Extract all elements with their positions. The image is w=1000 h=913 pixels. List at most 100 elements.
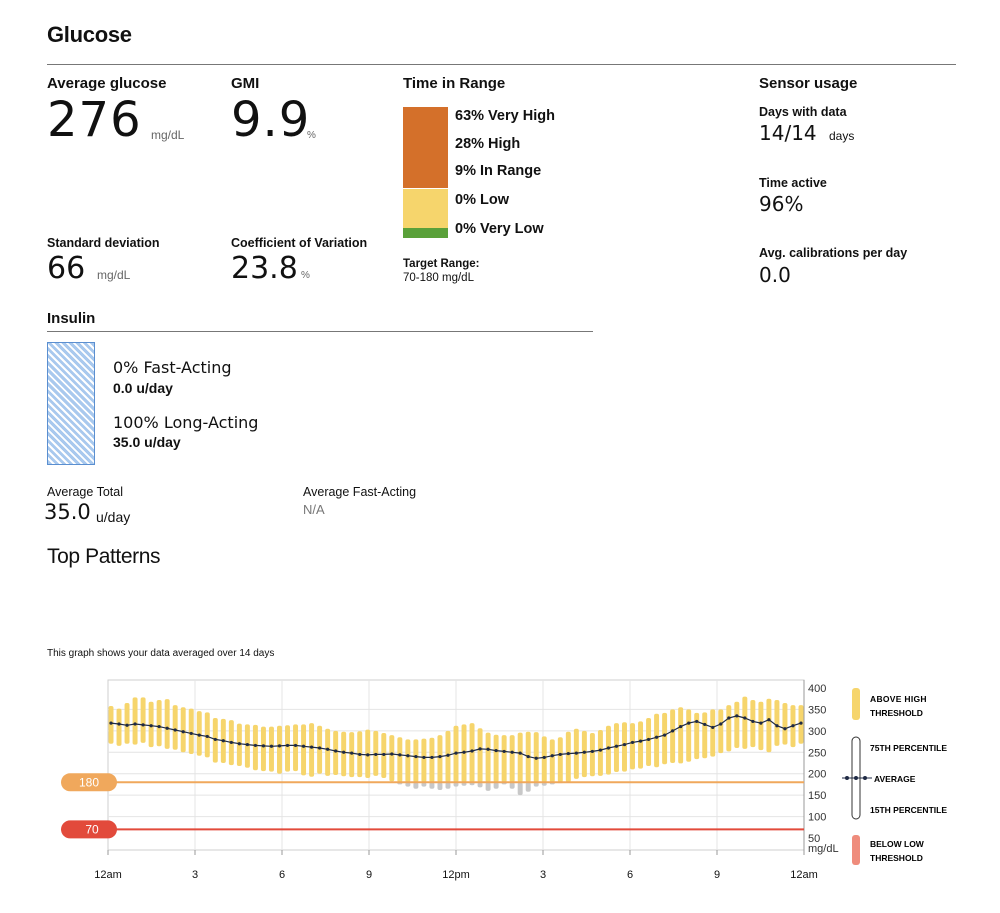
percentile-bar-below-range bbox=[493, 782, 499, 789]
average-point bbox=[253, 743, 258, 748]
average-point bbox=[462, 750, 466, 754]
average-point bbox=[301, 744, 306, 748]
cv-value: 23.8 bbox=[231, 251, 298, 286]
percentile-bar bbox=[180, 707, 186, 753]
percentile-bar bbox=[750, 700, 756, 748]
average-point bbox=[679, 724, 683, 729]
average-point bbox=[663, 733, 667, 737]
percentile-bar bbox=[301, 724, 307, 776]
avg-fast-value: N/A bbox=[303, 502, 325, 517]
average-point bbox=[269, 744, 274, 748]
average-point bbox=[606, 746, 611, 750]
low-threshold-label: 70 bbox=[85, 822, 99, 836]
percentile-bar bbox=[325, 728, 331, 776]
average-point bbox=[277, 744, 282, 748]
average-point bbox=[671, 729, 675, 733]
average-point bbox=[558, 752, 562, 757]
percentile-bar bbox=[285, 725, 290, 772]
average-point bbox=[430, 755, 434, 760]
average-point bbox=[646, 737, 651, 742]
average-point bbox=[149, 724, 153, 728]
average-point bbox=[173, 728, 177, 732]
x-tick-label: 3 bbox=[192, 869, 198, 881]
percentile-bar bbox=[782, 703, 788, 745]
percentile-bar bbox=[758, 701, 764, 751]
high-threshold-pill bbox=[61, 773, 117, 792]
percentile-bar-below-range bbox=[485, 782, 491, 791]
insulin-divider bbox=[47, 331, 593, 332]
average-point bbox=[165, 726, 169, 730]
percentile-bar-below-range bbox=[413, 782, 419, 789]
percentile-bar bbox=[477, 728, 483, 783]
tir-bar-low-segment bbox=[403, 228, 448, 238]
sd-value: 66 bbox=[47, 251, 86, 286]
percentile-bar bbox=[726, 705, 732, 752]
percentile-bar bbox=[309, 723, 315, 777]
legend-75th-label: 75TH PERCENTILE bbox=[870, 743, 947, 753]
percentile-bar bbox=[429, 737, 435, 783]
average-point bbox=[582, 750, 586, 754]
percentile-bar bbox=[557, 737, 563, 783]
average-point bbox=[438, 754, 442, 759]
average-point bbox=[687, 721, 691, 725]
percentile-bar-below-range bbox=[453, 782, 459, 787]
percentile-bar-below-range bbox=[437, 782, 443, 790]
average-point bbox=[791, 724, 795, 728]
percentile-bar-below-range bbox=[509, 782, 515, 789]
average-point bbox=[711, 725, 715, 730]
page-title: Glucose bbox=[47, 22, 132, 47]
percentile-bar-below-range bbox=[533, 782, 539, 787]
average-point bbox=[125, 723, 129, 727]
avg-glucose-unit: mg/dL bbox=[151, 128, 185, 142]
average-point bbox=[638, 739, 643, 743]
average-point bbox=[526, 754, 530, 759]
tir-very-low: 0% Very Low bbox=[455, 221, 544, 237]
average-point bbox=[799, 721, 803, 725]
percentile-bar-below-range bbox=[429, 782, 435, 789]
average-point bbox=[414, 754, 418, 759]
percentile-bar bbox=[589, 733, 595, 777]
tir-title: Time in Range bbox=[403, 75, 506, 92]
percentile-bar bbox=[485, 732, 491, 783]
percentile-bar bbox=[333, 730, 339, 775]
x-tick-label: 12am bbox=[790, 869, 818, 881]
avg-glucose-value: 276 bbox=[47, 92, 142, 148]
avg-total-unit: u/day bbox=[96, 509, 131, 525]
percentile-bar bbox=[622, 722, 627, 772]
tir-high: 28% High bbox=[455, 136, 521, 152]
y-tick-label: 400 bbox=[808, 683, 826, 695]
legend-average-dot bbox=[854, 776, 858, 780]
x-tick-label: 12am bbox=[94, 869, 122, 881]
time-active-label: Time active bbox=[759, 176, 827, 190]
percentile-bar bbox=[646, 718, 652, 766]
percentile-bar bbox=[565, 731, 571, 783]
legend-above-swatch bbox=[852, 688, 860, 720]
legend-average-label: AVERAGE bbox=[874, 774, 916, 784]
header-divider bbox=[47, 64, 956, 65]
percentile-bar bbox=[710, 709, 716, 757]
average-point bbox=[759, 721, 763, 725]
y-tick-label: 250 bbox=[808, 747, 826, 759]
average-point bbox=[703, 722, 707, 727]
percentile-bar bbox=[605, 725, 611, 775]
percentile-bar bbox=[678, 707, 684, 764]
average-point bbox=[767, 718, 771, 722]
avg-total-label: Average Total bbox=[47, 485, 123, 499]
average-point bbox=[534, 756, 538, 760]
percentile-bar bbox=[662, 712, 668, 765]
percentile-bar bbox=[654, 713, 660, 768]
calibrations-label: Avg. calibrations per day bbox=[759, 246, 908, 260]
legend-below-label: BELOW LOW bbox=[870, 839, 925, 849]
average-point bbox=[141, 723, 145, 727]
legend-15th-label: 15TH PERCENTILE bbox=[870, 805, 947, 815]
percentile-bar bbox=[501, 735, 507, 783]
average-point bbox=[598, 748, 603, 752]
percentile-bar bbox=[317, 725, 323, 774]
tir-bar-separator bbox=[403, 188, 448, 189]
y-tick-label: 350 bbox=[808, 704, 826, 716]
percentile-bar-below-range bbox=[477, 782, 483, 788]
percentile-bar bbox=[277, 725, 282, 774]
average-point bbox=[775, 724, 779, 728]
